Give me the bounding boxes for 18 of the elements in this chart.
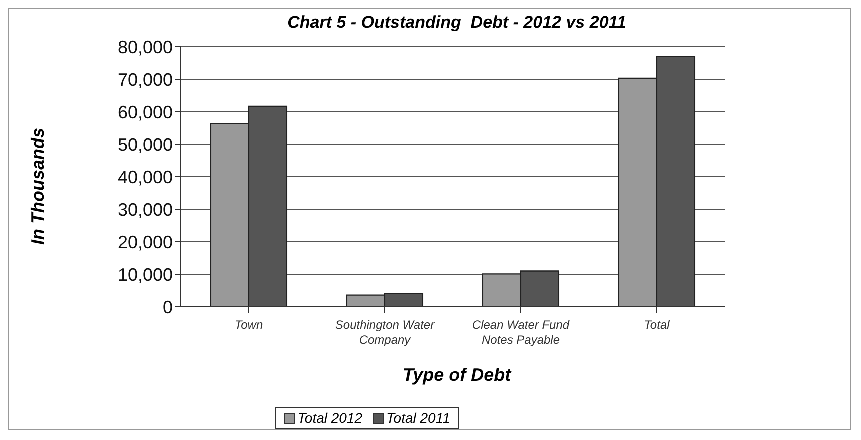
x-axis-title: Type of Debt (402, 365, 513, 386)
y-tick-label: 20,000 (118, 232, 173, 252)
y-tick-label: 40,000 (118, 167, 173, 188)
y-tick-label: 50,000 (118, 134, 173, 155)
y-tick-label: 0 (162, 297, 173, 318)
y-tick-label: 70,000 (118, 70, 173, 90)
y-tick-label: 80,000 (118, 37, 173, 58)
y-tick-label: 30,000 (118, 200, 173, 220)
y-tick-label: 60,000 (118, 102, 173, 122)
y-tick-label: 10,000 (118, 264, 173, 285)
legend-label: Total 2012 (296, 410, 363, 426)
y-axis-title: In Thousands (28, 128, 48, 244)
chart-title: Chart 5 - Outstanding Debt - 2012 vs 2011 (286, 13, 628, 33)
legend-label: Total 2011 (386, 410, 450, 426)
x-tick-label: Town (234, 318, 264, 332)
x-tick-label: Clean Water Fund Notes Payable (472, 318, 570, 347)
x-tick-label: Southington Water Company (335, 318, 436, 347)
x-tick-label: Total (644, 318, 670, 332)
